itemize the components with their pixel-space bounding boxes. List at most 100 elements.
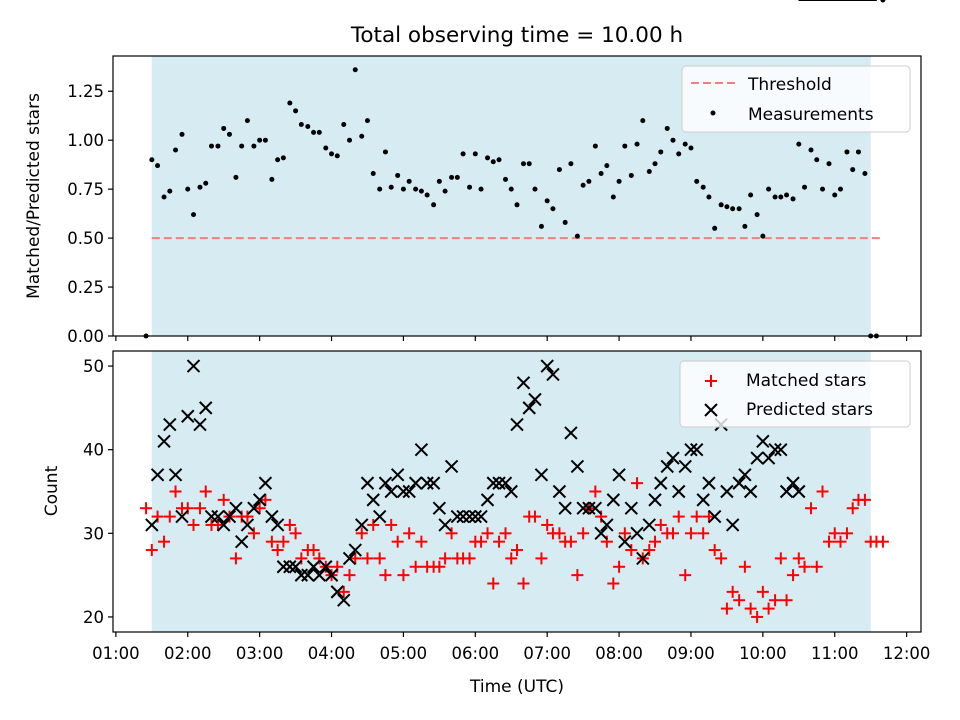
top-panel: Total observing time = 10.00 h 0.000.250… [24, 0, 922, 346]
measurement-point [287, 100, 293, 106]
matched-star-point [769, 594, 782, 607]
predicted-star-point [474, 509, 488, 524]
measurement-point [424, 192, 430, 198]
predicted-star-point [372, 509, 387, 524]
matched-star-point [697, 527, 710, 540]
predicted-star-point [456, 509, 470, 524]
measurement-point [257, 137, 263, 143]
measurement-point [646, 169, 652, 175]
measurement-point [622, 143, 628, 149]
predicted-star-point [750, 451, 764, 465]
measurement-point [406, 178, 412, 184]
measurement-point [226, 131, 232, 137]
matched-star-point [289, 527, 302, 540]
predicted-star-point [450, 509, 465, 524]
measurement-point [215, 143, 221, 149]
predicted-star-point [654, 476, 668, 490]
predicted-star-point [618, 534, 632, 549]
matched-star-point [528, 510, 541, 523]
measurement-point [850, 167, 856, 173]
measurement-point [413, 186, 419, 192]
top-y-axis-label: Matched/Predicted stars [24, 93, 44, 299]
measurement-point [311, 129, 317, 135]
predicted-star-point [486, 476, 500, 490]
measurement-point [544, 198, 550, 204]
measurement-point [628, 172, 634, 178]
measurement-point [700, 184, 706, 190]
measurement-point [208, 143, 214, 149]
predicted-star-point [186, 359, 201, 373]
matched-star-point [631, 477, 644, 490]
matched-star-point [643, 544, 656, 557]
measurement-point [251, 143, 257, 149]
predicted-star-point [378, 476, 393, 490]
matched-star-point [798, 560, 811, 573]
predicted-star-point [552, 484, 567, 499]
measurement-point [449, 174, 455, 180]
matched-star-point [858, 493, 871, 506]
predicted-star-point [234, 534, 249, 549]
predicted-star-point [582, 501, 596, 515]
predicted-star-point [707, 509, 722, 524]
predicted-star-point [211, 509, 225, 524]
predicted-star-point [738, 468, 752, 482]
predicted-star-point [408, 476, 423, 490]
predicted-star-point [558, 501, 572, 515]
x-tick-label: 05:00 [380, 644, 428, 663]
measurement-point [748, 192, 754, 198]
measurement-point [431, 202, 437, 208]
measurement-point [862, 170, 868, 176]
matched-star-point [379, 569, 392, 582]
predicted-star-point [414, 442, 429, 457]
legend-matched-label: Matched stars [746, 371, 866, 391]
matched-star-point [283, 518, 296, 531]
measurement-point [478, 186, 484, 192]
measurement-point [682, 141, 688, 147]
matched-star-point [541, 518, 554, 531]
bottom-y-tick-label: 30 [83, 524, 104, 543]
measurement-point [718, 202, 724, 208]
measurement-point [676, 151, 682, 157]
x-tick-label: 04:00 [308, 644, 356, 663]
predicted-star-point [258, 476, 273, 490]
measurement-point [796, 141, 802, 147]
predicted-star-point [678, 459, 692, 474]
predicted-star-point [480, 493, 495, 507]
measurement-point [658, 149, 664, 155]
measurements-series [143, 0, 886, 339]
predicted-star-point [576, 501, 590, 515]
matched-star-point [535, 552, 548, 565]
matched-star-point [481, 527, 494, 540]
predicted-star-point [390, 468, 405, 482]
predicted-star-point [145, 518, 159, 532]
measurement-point [203, 180, 209, 186]
matched-star-point [433, 560, 446, 573]
matched-star-point [822, 535, 835, 548]
measurement-point [784, 192, 790, 198]
predicted-star-point [594, 526, 608, 541]
predicted-star-point [163, 417, 177, 432]
top-y-tick-label: 1.25 [67, 82, 104, 101]
matched-star-point [163, 510, 176, 523]
bottom-y-tick-label: 20 [83, 608, 104, 627]
matched-star-point [720, 602, 733, 615]
matched-star-point [702, 510, 715, 523]
predicted-star-point [743, 484, 758, 499]
measurement-point [814, 157, 820, 163]
matched-star-point [762, 602, 775, 615]
measurement-point [592, 143, 598, 149]
x-tick-label: 10:00 [739, 644, 787, 663]
matched-star-point [373, 552, 386, 565]
predicted-star-point [696, 493, 710, 507]
predicted-star-point [402, 484, 416, 499]
measurement-point [712, 225, 718, 231]
predicted-star-point [462, 509, 477, 524]
x-tick-label: 03:00 [236, 644, 284, 663]
measurement-point [640, 118, 646, 124]
matched-star-point [265, 535, 278, 548]
matched-star-point [241, 510, 254, 523]
measurement-point [742, 223, 748, 229]
matched-star-point [247, 527, 260, 540]
legend-matched-swatch [705, 375, 717, 387]
